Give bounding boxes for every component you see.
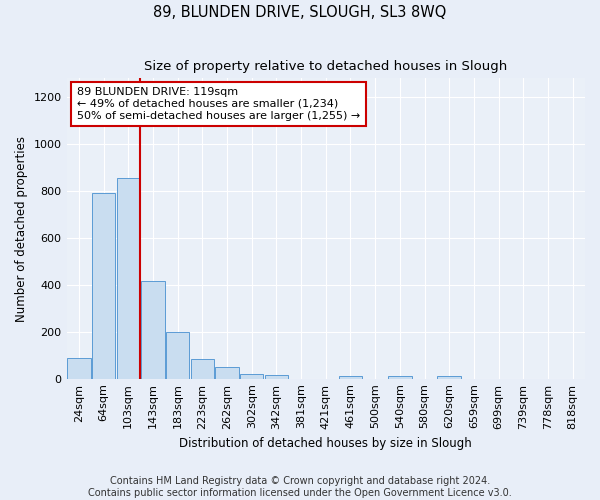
Text: 89 BLUNDEN DRIVE: 119sqm
← 49% of detached houses are smaller (1,234)
50% of sem: 89 BLUNDEN DRIVE: 119sqm ← 49% of detach… xyxy=(77,88,360,120)
Bar xyxy=(437,376,461,378)
Text: 89, BLUNDEN DRIVE, SLOUGH, SL3 8WQ: 89, BLUNDEN DRIVE, SLOUGH, SL3 8WQ xyxy=(154,5,446,20)
Bar xyxy=(215,367,239,378)
X-axis label: Distribution of detached houses by size in Slough: Distribution of detached houses by size … xyxy=(179,437,472,450)
Bar xyxy=(92,194,115,378)
Y-axis label: Number of detached properties: Number of detached properties xyxy=(15,136,28,322)
Bar xyxy=(166,332,190,378)
Bar xyxy=(141,282,164,378)
Bar xyxy=(116,178,140,378)
Bar xyxy=(67,358,91,378)
Bar xyxy=(339,376,362,378)
Title: Size of property relative to detached houses in Slough: Size of property relative to detached ho… xyxy=(144,60,508,73)
Bar xyxy=(388,376,412,378)
Text: Contains HM Land Registry data © Crown copyright and database right 2024.
Contai: Contains HM Land Registry data © Crown c… xyxy=(88,476,512,498)
Bar xyxy=(240,374,263,378)
Bar xyxy=(191,358,214,378)
Bar xyxy=(265,375,288,378)
